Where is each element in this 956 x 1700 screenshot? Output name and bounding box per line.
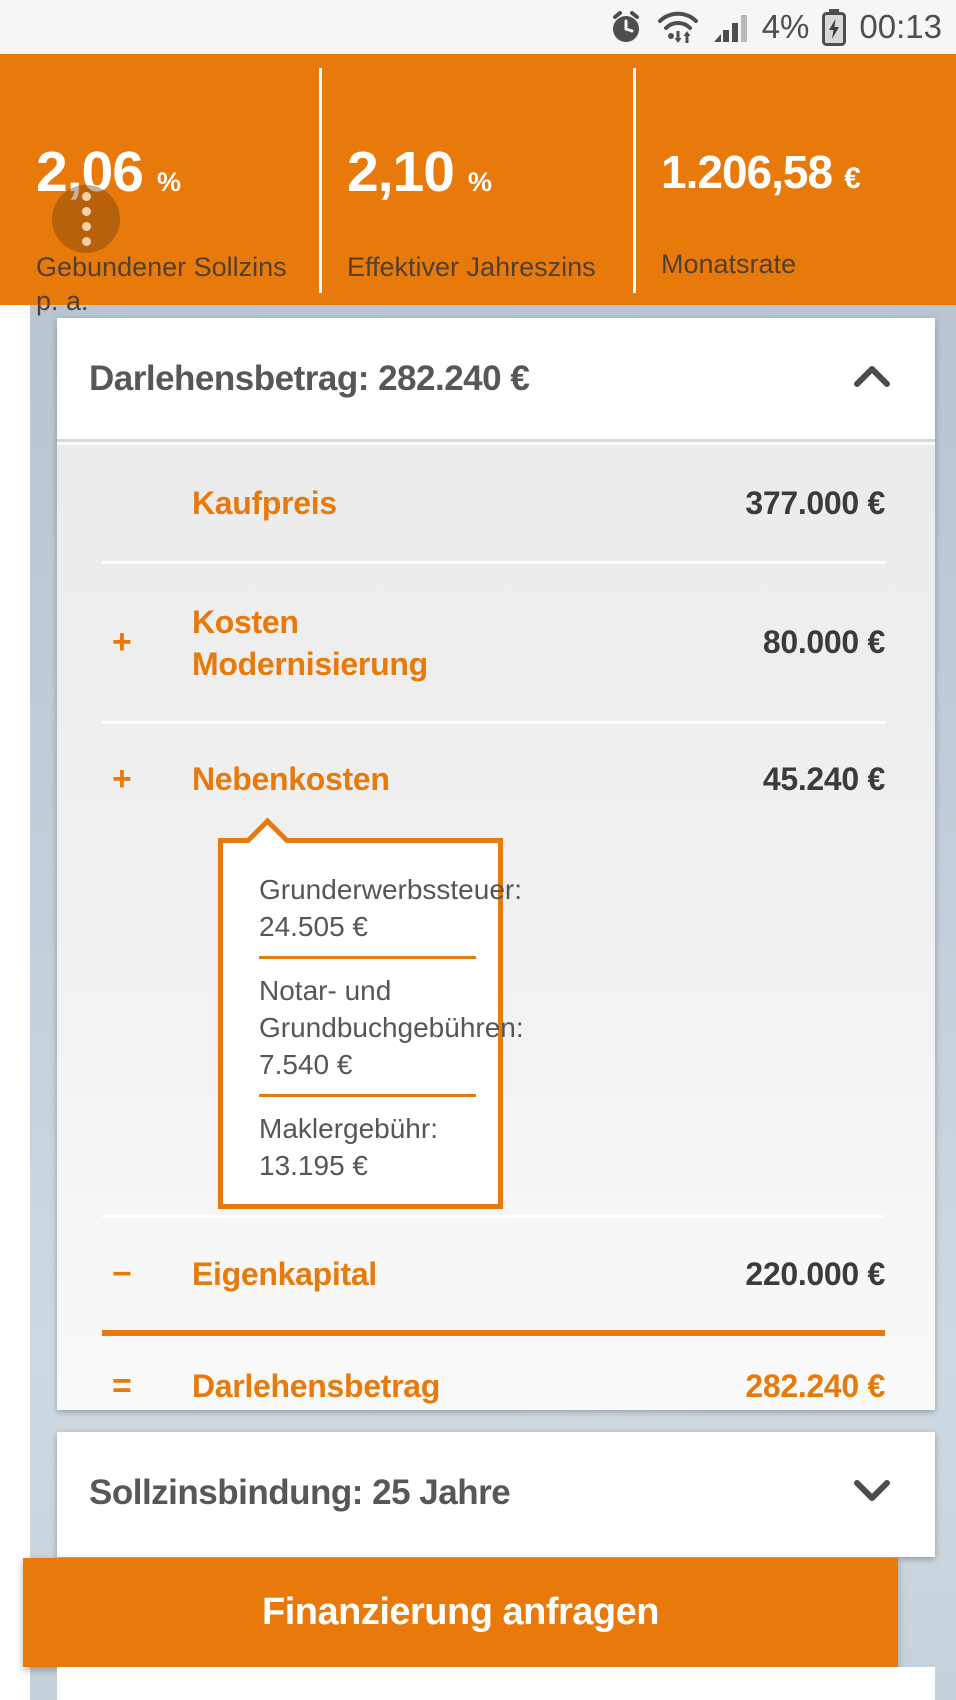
breakdown-row-modernisierung: + Kosten Modernisierung 80.000 € (102, 564, 885, 721)
tooltip-value: 7.540 € (259, 1049, 353, 1080)
loan-card-header[interactable]: Darlehensbetrag: 282.240 € (57, 318, 935, 442)
hero-divider (319, 68, 322, 293)
request-financing-button[interactable]: Finanzierung anfragen (23, 1558, 898, 1667)
stat-sollzins-number: 2,06 (36, 140, 144, 204)
tooltip-label: Grunderwerbssteuer: (259, 874, 523, 905)
stat-monatsrate-value: 1.206,58 € (661, 146, 956, 205)
battery-percent-text: 4% (761, 8, 810, 45)
tooltip-label: Maklergebühr: (259, 1113, 438, 1144)
stat-sollzins-value: 2,06 % (36, 140, 321, 208)
row-divider (102, 561, 885, 564)
binding-card-title: Sollzinsbindung: 25 Jahre (89, 1473, 511, 1512)
sum-line (102, 1330, 885, 1336)
signal-strength-icon (712, 10, 750, 44)
row-operator: = (112, 1366, 132, 1405)
next-card-sliver (57, 1667, 935, 1700)
drag-handle[interactable] (52, 185, 120, 253)
tooltip-item-grunderwerbssteuer: Grunderwerbssteuer: 24.505 € (259, 871, 523, 959)
handle-dot (81, 237, 91, 246)
stat-sollzins: 2,06 % Gebundener Sollzins p. a. (0, 54, 321, 317)
row-label: Nebenkosten (192, 761, 390, 797)
hero-divider (633, 68, 636, 293)
tooltip-value: 13.195 € (259, 1150, 368, 1181)
binding-card-header[interactable]: Sollzinsbindung: 25 Jahre (57, 1432, 935, 1554)
rate-summary-header: 2,06 % Gebundener Sollzins p. a. 2,10 % … (0, 54, 956, 317)
tooltip-label: Notar- und Grundbuchgebühren: (259, 975, 524, 1043)
row-value: 80.000 € (762, 624, 885, 660)
row-operator: − (112, 1254, 132, 1293)
stat-monatsrate-label: Monatsrate (661, 249, 797, 279)
stat-jahreszins-label: Effektiver Jahreszins (347, 252, 596, 282)
loan-amount-card: Darlehensbetrag: 282.240 € Kaufpreis 377… (57, 318, 935, 1410)
binding-card: Sollzinsbindung: 25 Jahre (57, 1432, 935, 1557)
stat-jahreszins-value: 2,10 % (347, 140, 635, 208)
tooltip-item-notar: Notar- und Grundbuchgebühren: 7.540 € (259, 972, 524, 1097)
handle-dot (81, 222, 91, 231)
breakdown-row-kaufpreis: Kaufpreis 377.000 € (102, 445, 885, 561)
stat-monatsrate-number: 1.206,58 (661, 146, 833, 198)
clock-text: 00:13 (859, 8, 942, 45)
request-financing-label: Finanzierung anfragen (262, 1591, 659, 1633)
stat-jahreszins-number: 2,10 (347, 140, 455, 204)
row-value: 45.240 € (762, 760, 885, 797)
row-divider (102, 721, 885, 724)
row-operator: + (112, 759, 132, 798)
status-bar: 4% 00:13 (0, 0, 956, 54)
chevron-up-icon[interactable] (853, 364, 891, 393)
handle-dot (81, 207, 91, 216)
stat-monatsrate-unit: € (844, 162, 861, 195)
tooltip-value: 24.505 € (259, 911, 368, 942)
stat-monatsrate: 1.206,58 € Monatsrate (635, 54, 956, 305)
chevron-down-icon[interactable] (853, 1479, 891, 1508)
row-label: Eigenkapital (192, 1256, 377, 1292)
loan-card-title: Darlehensbetrag: 282.240 € (89, 358, 530, 398)
breakdown-row-darlehensbetrag: = Darlehensbetrag 282.240 € (102, 1336, 885, 1436)
row-label: Kosten Modernisierung (192, 603, 428, 682)
handle-dot (81, 192, 91, 201)
breakdown-row-eigenkapital: − Eigenkapital 220.000 € (102, 1218, 885, 1330)
row-value: 377.000 € (745, 484, 885, 521)
row-value: 282.240 € (745, 1367, 885, 1404)
breakdown-row-nebenkosten[interactable]: + Nebenkosten 45.240 € (102, 724, 885, 834)
tooltip-item-makler: Maklergebühr: 13.195 € (259, 1110, 476, 1184)
row-label: Darlehensbetrag (192, 1368, 441, 1404)
row-value: 220.000 € (745, 1255, 885, 1292)
row-label: Kaufpreis (192, 485, 337, 521)
battery-charging-icon (821, 7, 847, 47)
stat-sollzins-unit: % (156, 167, 181, 197)
stat-jahreszins-unit: % (467, 167, 492, 197)
row-operator: + (112, 623, 132, 661)
alarm-icon (608, 9, 644, 45)
stat-sollzins-label: Gebundener Sollzins p. a. (36, 252, 287, 316)
stat-jahreszins: 2,10 % Effektiver Jahreszins (321, 54, 635, 305)
nebenkosten-tooltip: Grunderwerbssteuer: 24.505 € Notar- und … (218, 838, 524, 1209)
loan-breakdown: Kaufpreis 377.000 € + Kosten Modernisier… (57, 445, 935, 1410)
row-divider (102, 1215, 885, 1218)
wifi-arrows-icon (656, 9, 700, 45)
